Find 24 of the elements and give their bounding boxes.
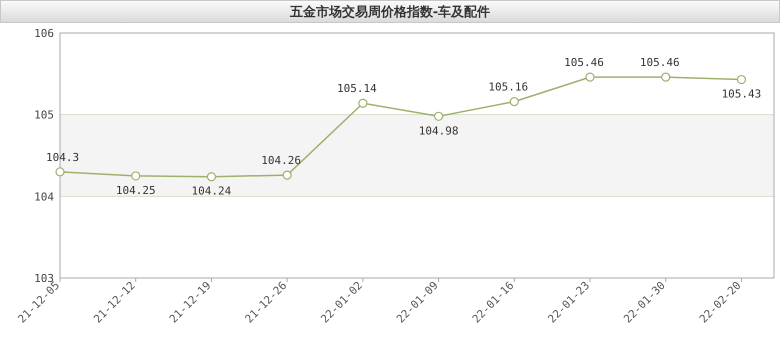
point	[358, 98, 368, 108]
point	[510, 97, 519, 106]
point	[131, 171, 140, 181]
data-label: 105.46	[640, 56, 680, 70]
data-label: 104.26	[261, 154, 302, 168]
point	[585, 72, 595, 82]
point	[661, 72, 670, 82]
data-label: 104.98	[418, 124, 458, 138]
point	[736, 74, 746, 84]
data-label: 105.46	[564, 56, 604, 70]
data-label: 104.24	[192, 184, 232, 198]
data-label: 105.16	[488, 80, 528, 94]
data-label: 105.43	[722, 88, 762, 101]
point	[282, 170, 292, 180]
y-tick-label: 104	[34, 190, 54, 204]
point	[206, 172, 216, 182]
data-label: 104.3	[46, 150, 80, 164]
chart-title: 五金市场交易周价格指数-车及配件	[288, 4, 490, 20]
point	[55, 167, 65, 176]
data-label: 105.14	[336, 82, 378, 96]
point	[434, 112, 444, 121]
y-tick-label: 105	[34, 108, 54, 122]
data-label: 104.25	[116, 184, 156, 197]
y-tick-label: 106	[34, 27, 54, 40]
